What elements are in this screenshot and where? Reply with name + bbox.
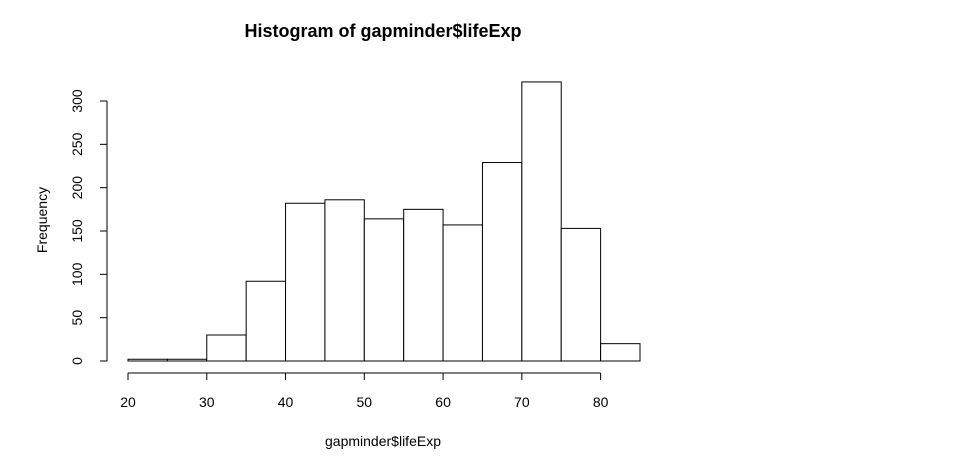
y-tick-label: 200 — [69, 176, 85, 200]
y-axis: 0 50 100 150 200 250 300 — [69, 89, 108, 365]
y-tick-label: 100 — [69, 262, 85, 286]
histogram-bar — [521, 81, 562, 362]
x-tick-label: 50 — [357, 394, 373, 410]
histogram-bar — [560, 227, 602, 362]
x-tick-label: 30 — [199, 394, 215, 410]
histogram-bar — [206, 334, 247, 362]
y-tick-label: 250 — [69, 132, 85, 156]
y-tick-label: 300 — [69, 89, 85, 113]
y-axis-label: Frequency — [34, 187, 50, 253]
x-tick-label: 80 — [593, 394, 609, 410]
histogram-bar — [363, 218, 405, 362]
x-tick-label: 20 — [120, 394, 136, 410]
chart-title: Histogram of gapminder$lifeExp — [244, 21, 521, 41]
histogram-bar — [481, 162, 523, 362]
bars-group — [127, 81, 641, 362]
y-tick-label: 0 — [69, 357, 85, 365]
histogram-bar — [600, 343, 641, 362]
histogram-bar — [324, 199, 365, 362]
y-tick-label: 150 — [69, 219, 85, 243]
histogram-bar — [245, 280, 287, 362]
y-tick-label: 50 — [69, 310, 85, 326]
histogram-bar — [127, 358, 168, 362]
x-tick-label: 40 — [278, 394, 294, 410]
x-axis-label: gapminder$lifeExp — [325, 433, 441, 449]
histogram-bar — [442, 224, 483, 362]
x-tick-label: 70 — [514, 394, 530, 410]
histogram-bar — [166, 358, 208, 362]
histogram-bar — [403, 208, 444, 362]
x-tick-label: 60 — [435, 394, 451, 410]
x-axis: 20 30 40 50 60 70 80 — [120, 372, 609, 410]
histogram-bar — [285, 202, 326, 362]
